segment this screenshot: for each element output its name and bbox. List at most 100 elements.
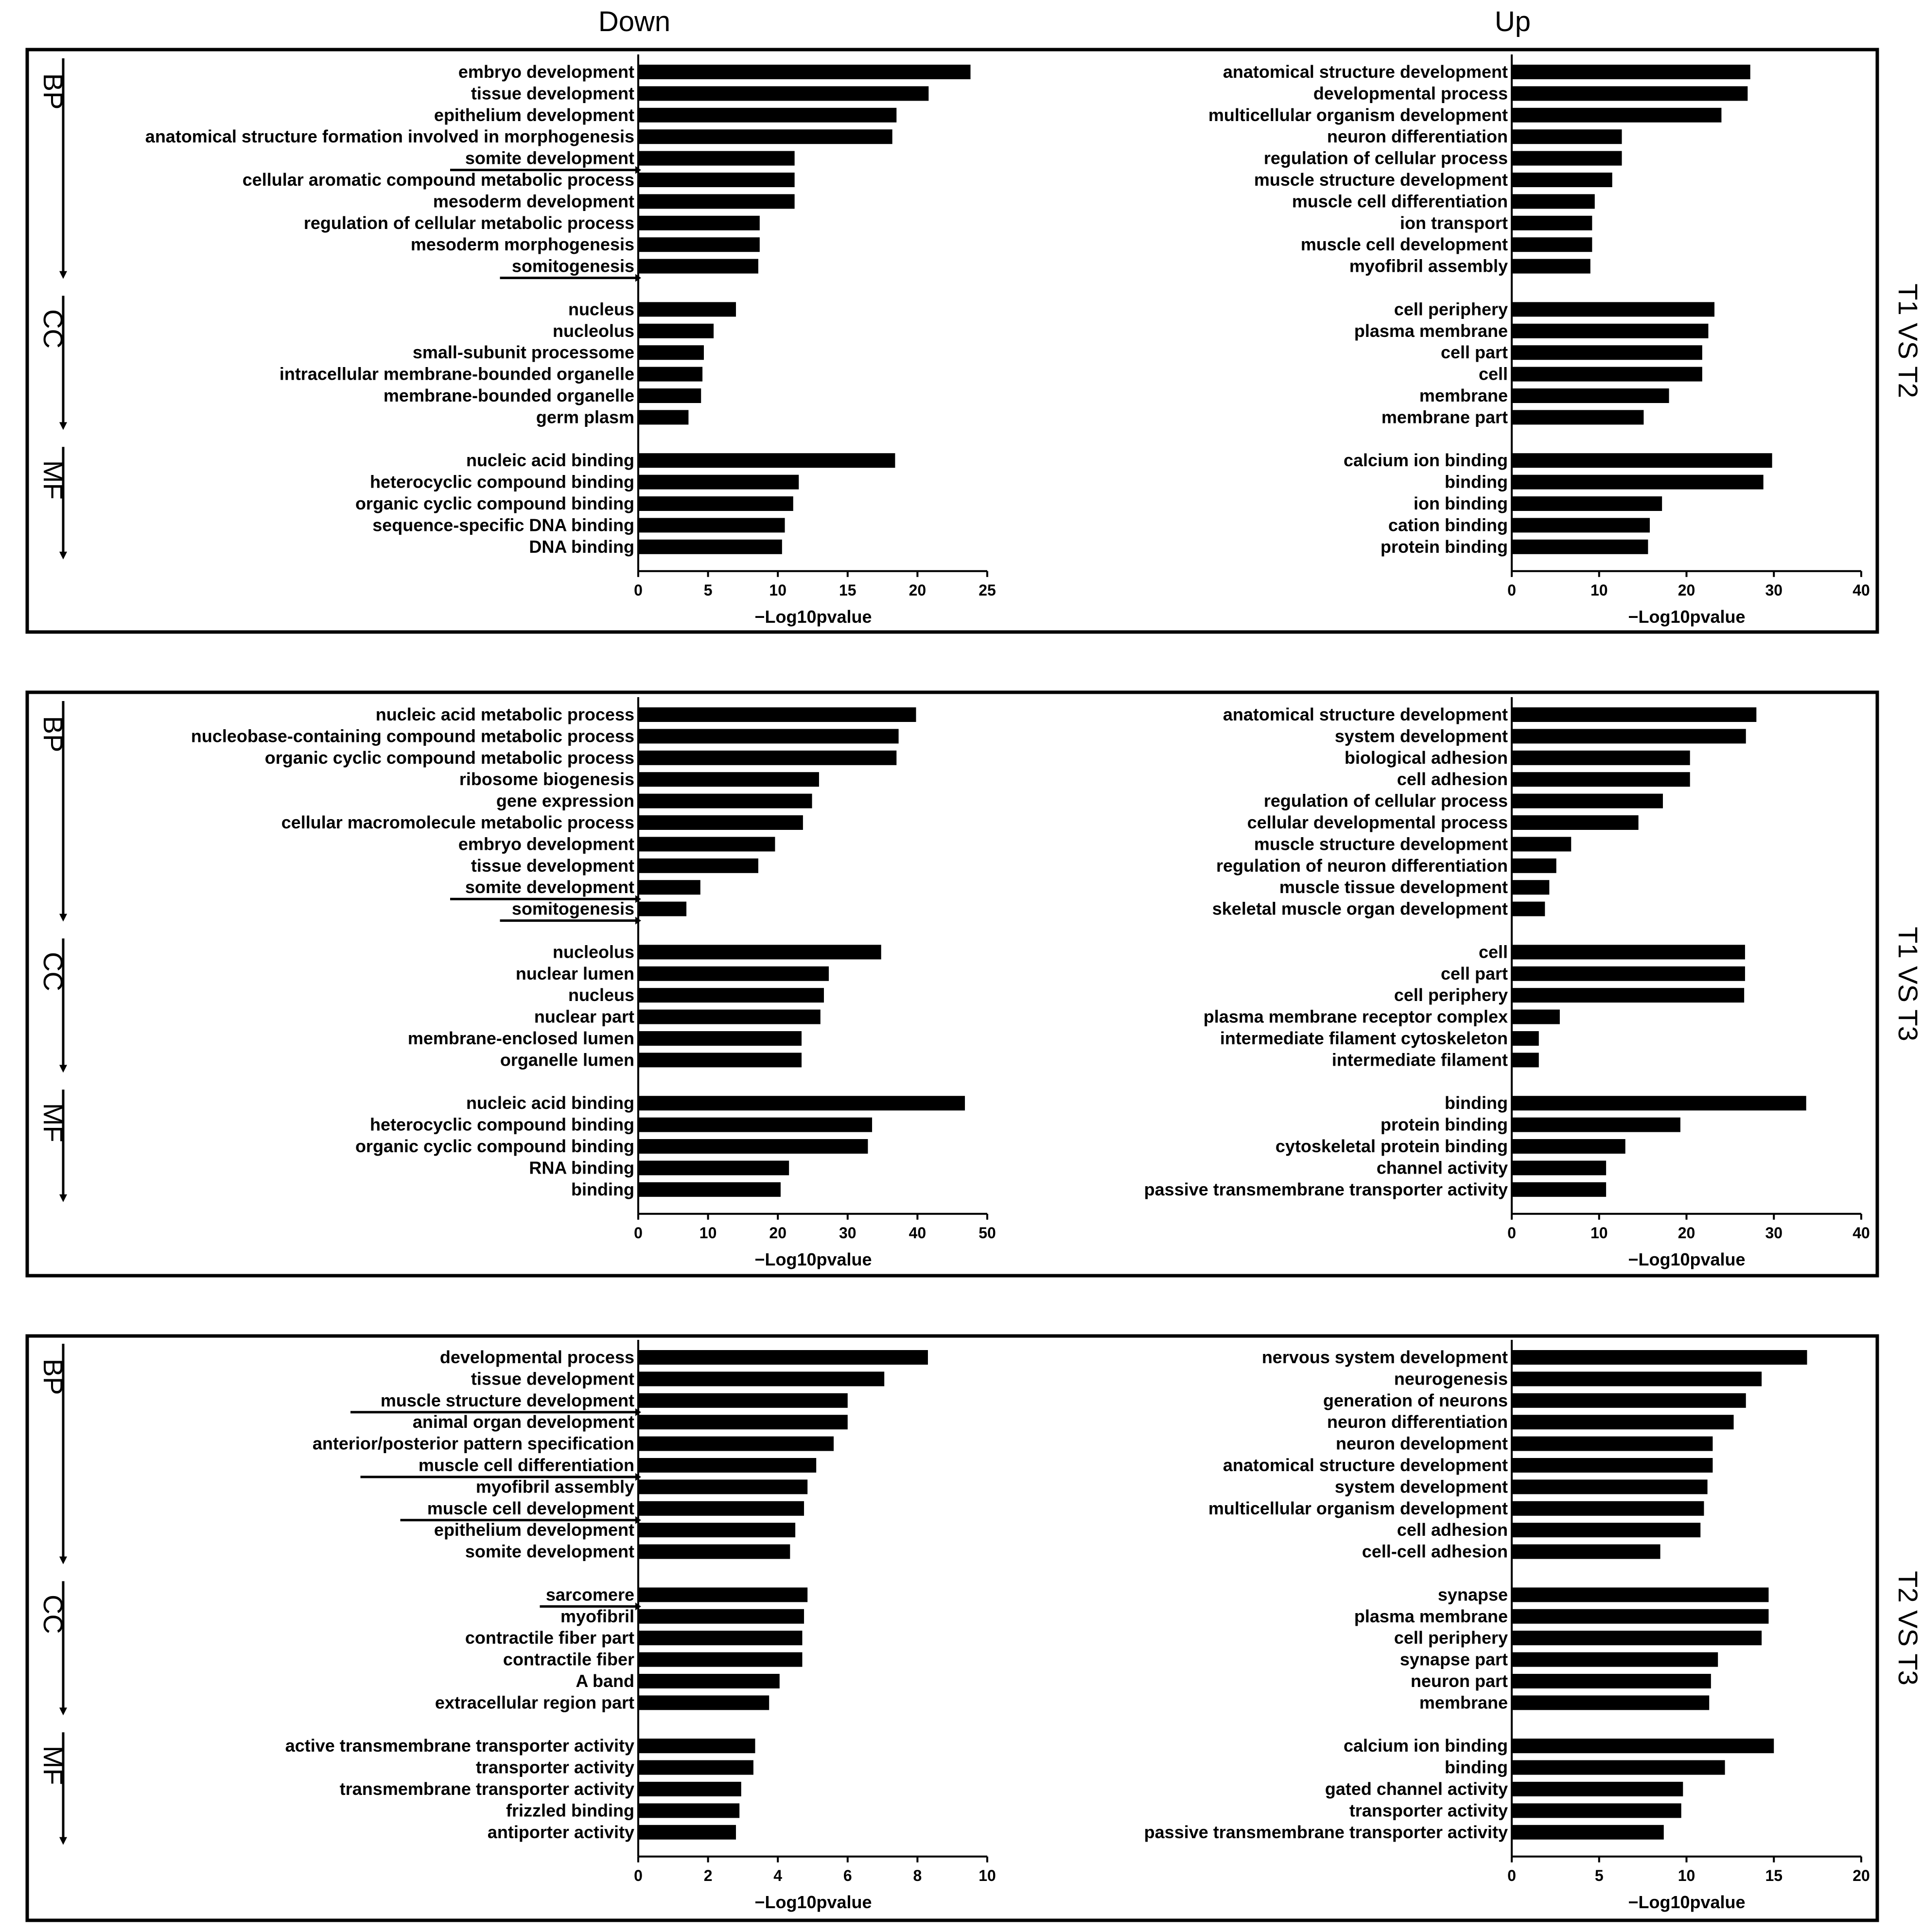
bar-cell-periphery	[1512, 1631, 1762, 1646]
category-label-antiporter-activity: antiporter activity	[488, 1822, 634, 1842]
category-label-transporter-activity: transporter activity	[476, 1757, 634, 1777]
bar-nuclear-part	[638, 1009, 821, 1024]
x-tick-label-20: 20	[769, 1224, 786, 1242]
category-label-somite-development: somite development	[465, 148, 634, 168]
bar-channel-activity	[1512, 1160, 1607, 1176]
bar-anatomical-structure-formation-involved-in-morphogenesis	[638, 129, 892, 144]
category-label-calcium-ion-binding: calcium ion binding	[1344, 450, 1508, 470]
category-label-muscle-structure-development: muscle structure development	[1254, 834, 1508, 854]
bar-membrane	[1512, 1695, 1710, 1710]
category-label-neuron-differentiation: neuron differentiation	[1327, 126, 1508, 146]
x-tick-label-0: 0	[1507, 581, 1516, 599]
bar-sarcomere	[638, 1587, 808, 1602]
bar-active-transmembrane-transporter-activity	[638, 1739, 755, 1754]
category-label-cell-cell-adhesion: cell-cell adhesion	[1362, 1542, 1508, 1562]
x-axis-title: −Log10pvalue	[754, 1892, 872, 1912]
bar-nucleolus	[638, 945, 881, 960]
bar-heterocyclic-compound-binding	[638, 1117, 873, 1132]
panel-t2-vs-t3: T2 VS T3	[25, 1334, 1922, 1922]
category-label-developmental-process: developmental process	[440, 1347, 634, 1367]
section-arrow-head-icon	[59, 551, 67, 560]
x-tick-label-8: 8	[913, 1867, 922, 1884]
category-label-gated-channel-activity: gated channel activity	[1325, 1779, 1508, 1799]
section-arrow-head-icon	[59, 913, 67, 922]
x-tick-label-40: 40	[909, 1224, 926, 1242]
bar-regulation-of-cellular-process	[1512, 151, 1622, 166]
category-label-gene-expression: gene expression	[496, 791, 634, 811]
chart-t2-vs-t3-up: nervous system development neurogenesis ge…	[1144, 1340, 1870, 1912]
x-tick-label-25: 25	[978, 581, 996, 599]
bar-skeletal-muscle-organ-development	[1512, 901, 1545, 916]
category-label-anatomical-structure-development: anatomical structure development	[1223, 62, 1508, 82]
bar-binding	[638, 1182, 781, 1197]
category-label-ion-binding: ion binding	[1414, 493, 1508, 513]
bar-anatomical-structure-development	[1512, 65, 1750, 79]
category-label-multicellular-organism-development: multicellular organism development	[1208, 1498, 1508, 1518]
bar-cell-adhesion	[1512, 772, 1690, 787]
bar-membrane	[1512, 388, 1669, 403]
category-label-dna-binding: DNA binding	[529, 537, 634, 557]
bar-cytoskeletal-protein-binding	[1512, 1139, 1625, 1154]
x-tick-label-20: 20	[909, 581, 926, 599]
x-axis-title: −Log10pvalue	[754, 607, 872, 627]
bar-contractile-fiber-part	[638, 1631, 803, 1646]
x-tick-label-10: 10	[1678, 1867, 1695, 1884]
x-tick-label-5: 5	[1595, 1867, 1604, 1884]
x-tick-label-0: 0	[634, 581, 643, 599]
category-label-tissue-development: tissue development	[471, 1369, 634, 1388]
bar-cell	[1512, 367, 1702, 382]
section-label-mf: MF	[38, 1103, 69, 1142]
bar-neuron-differentiation	[1512, 1415, 1734, 1430]
x-tick-label-10: 10	[699, 1224, 717, 1242]
bar-cell-adhesion	[1512, 1523, 1701, 1538]
column-header-down: Down	[598, 6, 670, 37]
section-label-mf: MF	[38, 460, 69, 500]
bar-embryo-development	[638, 65, 971, 79]
section-label-mf: MF	[38, 1746, 69, 1785]
panel-frame	[25, 1334, 1879, 1922]
category-label-cation-binding: cation binding	[1388, 515, 1508, 535]
bar-somite-development	[638, 151, 795, 166]
bar-binding	[1512, 1096, 1806, 1111]
category-label-transporter-activity: transporter activity	[1349, 1800, 1508, 1820]
section-label-bp: BP	[38, 73, 69, 110]
bar-sequence-specific-dna-binding	[638, 518, 785, 533]
bar-regulation-of-cellular-metabolic-process	[638, 215, 760, 230]
bar-epithelium-development	[638, 1523, 796, 1538]
bar-nucleic-acid-binding	[638, 453, 895, 468]
x-axis-title: −Log10pvalue	[1628, 607, 1745, 627]
category-label-embryo-development: embryo development	[458, 834, 634, 854]
bar-somite-development	[638, 1544, 790, 1559]
bar-mesoderm-morphogenesis	[638, 237, 760, 252]
category-label-membrane: membrane	[1419, 1692, 1508, 1712]
section-label-bp: BP	[38, 716, 69, 753]
category-label-active-transmembrane-transporter-activity: active transmembrane transporter activit…	[285, 1736, 634, 1756]
x-tick-label-30: 30	[1765, 1224, 1782, 1242]
panel-frame	[25, 690, 1879, 1278]
bar-organic-cyclic-compound-binding	[638, 1139, 868, 1154]
bar-somitogenesis	[638, 259, 758, 274]
panel-title: T1 VS T3	[1893, 927, 1922, 1041]
category-label-sarcomere: sarcomere	[546, 1584, 634, 1604]
category-label-muscle-tissue-development: muscle tissue development	[1279, 877, 1508, 897]
bar-plasma-membrane	[1512, 323, 1709, 338]
bar-cell-part	[1512, 345, 1702, 360]
category-label-developmental-process: developmental process	[1313, 83, 1508, 103]
panel-title: T1 VS T2	[1893, 283, 1922, 398]
bar-rna-binding	[638, 1160, 789, 1176]
bar-membrane-enclosed-lumen	[638, 1031, 802, 1046]
category-label-extracellular-region-part: extracellular region part	[435, 1692, 634, 1712]
bar-extracellular-region-part	[638, 1695, 769, 1710]
category-label-passive-transmembrane-transporter-activity: passive transmembrane transporter activi…	[1144, 1822, 1508, 1842]
x-tick-label-20: 20	[1678, 1224, 1695, 1242]
bar-biological-adhesion	[1512, 750, 1690, 765]
chart-t2-vs-t3-down: developmental process tissue development m…	[38, 1340, 996, 1912]
x-tick-label-15: 15	[839, 581, 856, 599]
bar-epithelium-development	[638, 107, 897, 123]
category-label-nuclear-lumen: nuclear lumen	[516, 964, 634, 984]
bar-ion-binding	[1512, 496, 1662, 511]
bar-intermediate-filament-cytoskeleton	[1512, 1031, 1539, 1046]
bar-cell-periphery	[1512, 988, 1745, 1003]
bar-tissue-development	[638, 86, 929, 101]
